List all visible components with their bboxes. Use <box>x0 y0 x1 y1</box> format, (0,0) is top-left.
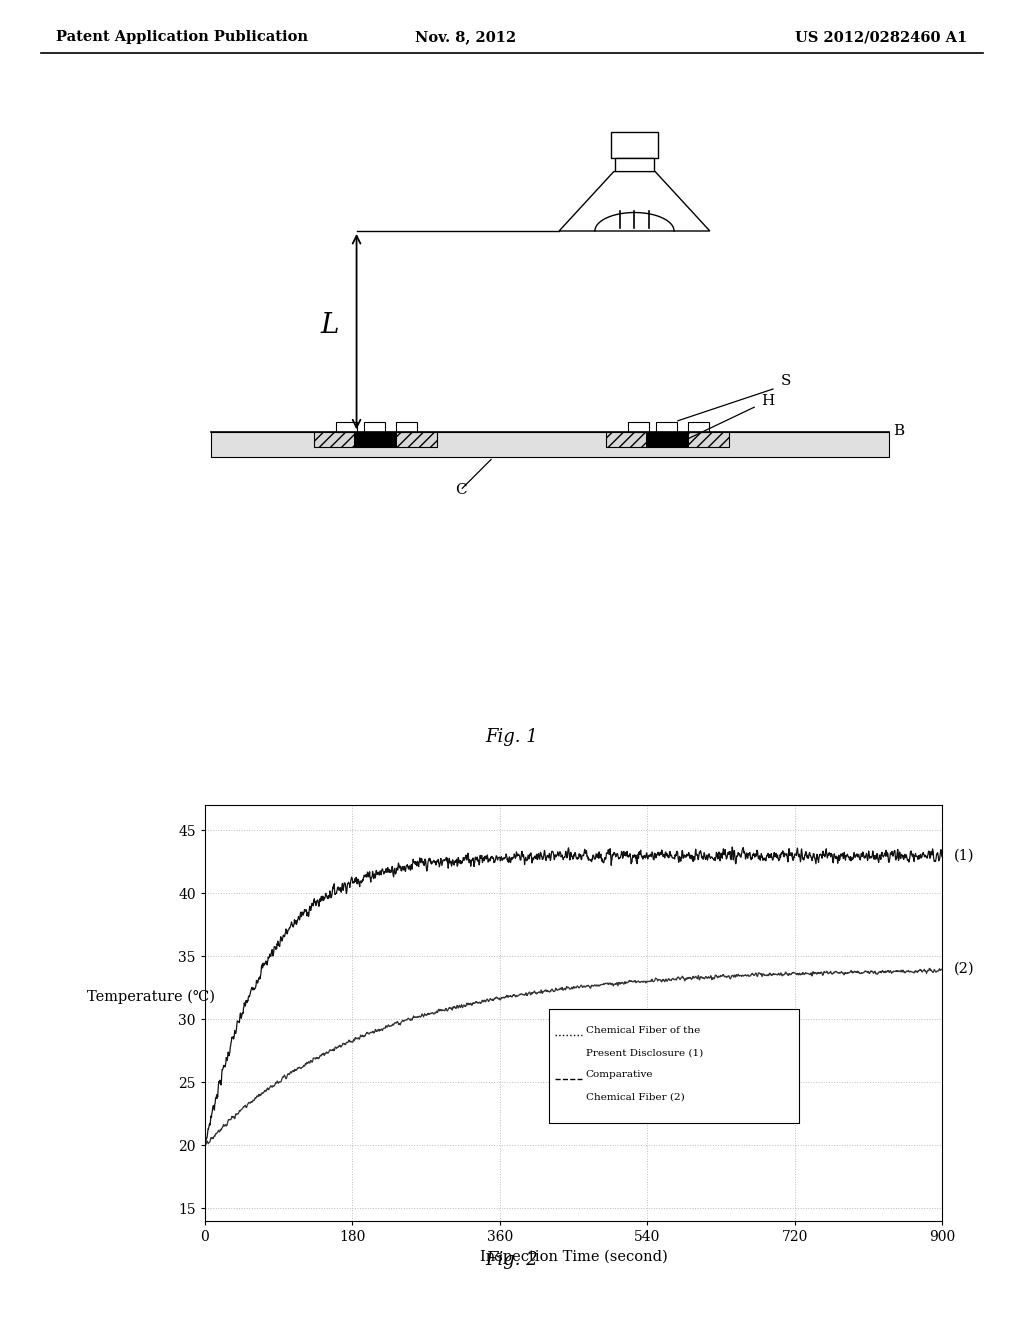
Text: S: S <box>780 374 791 388</box>
Bar <box>396 422 417 433</box>
Text: B: B <box>894 424 904 438</box>
Text: Patent Application Publication: Patent Application Publication <box>56 30 308 45</box>
Text: Fig. 1: Fig. 1 <box>485 729 539 747</box>
Bar <box>354 433 396 447</box>
Bar <box>549 1010 799 1123</box>
X-axis label: Inspection Time (second): Inspection Time (second) <box>479 1250 668 1265</box>
Text: Chemical Fiber (2): Chemical Fiber (2) <box>586 1093 684 1102</box>
Bar <box>611 132 658 158</box>
Bar <box>365 422 385 433</box>
Text: Chemical Fiber of the: Chemical Fiber of the <box>586 1026 700 1035</box>
Bar <box>211 433 889 458</box>
Bar <box>688 422 709 433</box>
Bar <box>628 422 648 433</box>
Text: US 2012/0282460 A1: US 2012/0282460 A1 <box>796 30 968 45</box>
Bar <box>606 433 729 447</box>
Text: Comparative: Comparative <box>586 1071 653 1080</box>
Text: (1): (1) <box>954 849 975 862</box>
Text: Fig. 2: Fig. 2 <box>485 1250 539 1269</box>
Text: L: L <box>321 312 339 338</box>
Text: H: H <box>762 393 775 408</box>
Text: Nov. 8, 2012: Nov. 8, 2012 <box>416 30 516 45</box>
Bar <box>336 422 356 433</box>
Bar <box>646 433 689 447</box>
Text: (2): (2) <box>954 962 975 975</box>
Bar <box>314 433 436 447</box>
Polygon shape <box>559 172 710 231</box>
Text: Present Disclosure (1): Present Disclosure (1) <box>586 1049 703 1057</box>
Text: Temperature (℃): Temperature (℃) <box>87 990 215 1003</box>
Bar <box>614 158 654 172</box>
Text: C: C <box>456 483 467 496</box>
Bar <box>656 422 677 433</box>
